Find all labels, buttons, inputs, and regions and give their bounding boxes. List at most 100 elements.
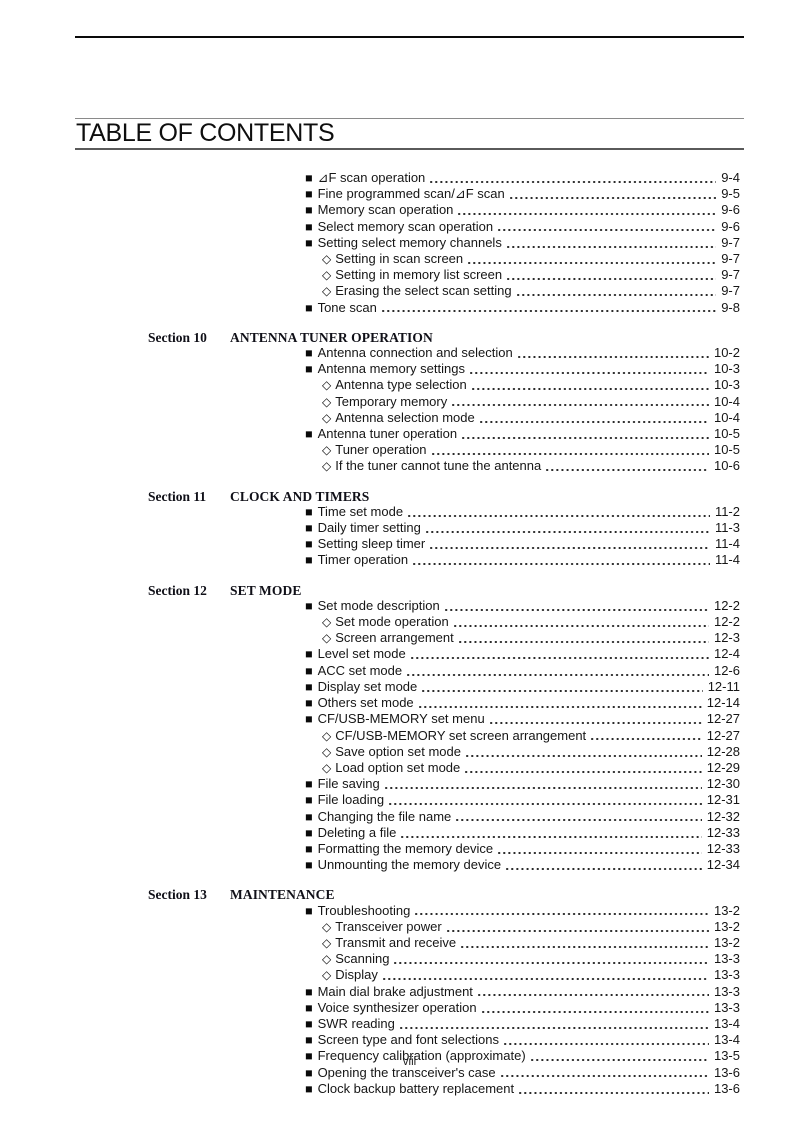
section-entries: ■ Troubleshooting 13-2 ◇ Transceiver power 13… <box>305 903 740 1097</box>
dot-leader <box>408 514 710 518</box>
toc-entry-label: Display <box>335 967 378 983</box>
toc-entry-label: Deleting a file <box>317 824 397 840</box>
toc-entry[interactable]: ■ SWR reading 13-4 <box>305 1016 740 1032</box>
square-bullet-icon: ■ <box>305 663 313 678</box>
square-bullet-icon: ■ <box>305 1033 313 1048</box>
toc-entry[interactable]: ■ Fine programmed scan/⊿F scan 9-5 <box>305 186 740 202</box>
toc-entry[interactable]: ■ Unmounting the memory device 12-34 <box>305 857 740 873</box>
toc-entry[interactable]: ◇ Scanning 13-3 <box>305 951 740 967</box>
toc-entry[interactable]: ■ ACC set mode 12-6 <box>305 663 740 679</box>
toc-entry[interactable]: ◇ Transmit and receive 13-2 <box>305 935 740 951</box>
toc-entry[interactable]: ■ Setting select memory channels 9-7 <box>305 235 740 251</box>
toc-entry-label: Tuner operation <box>335 442 427 458</box>
toc-entry[interactable]: ◇ Erasing the select scan setting 9-7 <box>305 283 740 299</box>
toc-entry[interactable]: ■ Antenna memory settings 10-3 <box>305 361 740 377</box>
toc-entry[interactable]: ■ Opening the transceiver's case 13-6 <box>305 1065 740 1081</box>
toc-entry[interactable]: ■ Frequency calibration (approximate) 13-5 <box>305 1048 740 1064</box>
dot-leader <box>444 608 709 612</box>
toc-entry[interactable]: ■ Clock backup battery replacement 13-6 <box>305 1081 740 1097</box>
toc-entry[interactable]: ■ Antenna connection and selection 10-2 <box>305 345 740 361</box>
toc-entry[interactable]: ■ Main dial brake adjustment 13-3 <box>305 984 740 1000</box>
toc-entry-page-number: 12-32 <box>706 808 740 824</box>
toc-entry[interactable]: ◇ Screen arrangement 12-3 <box>305 630 740 646</box>
toc-entry[interactable]: ◇ CF/USB-MEMORY set screen arrangement 12-… <box>305 728 740 744</box>
toc-entry[interactable]: ◇ Setting in scan screen 9-7 <box>305 251 740 267</box>
toc-entry[interactable]: ■ Memory scan operation 9-6 <box>305 202 740 218</box>
diamond-bullet-icon: ◇ <box>322 378 332 393</box>
toc-entry-page-number: 10-6 <box>713 458 740 474</box>
diamond-bullet-icon: ◇ <box>322 410 332 425</box>
square-bullet-icon: ■ <box>305 984 313 999</box>
toc-entry-page-number: 13-6 <box>713 1080 740 1096</box>
square-bullet-icon: ■ <box>305 712 313 727</box>
toc-entry-page-number: 11-4 <box>714 536 740 552</box>
dot-leader <box>498 229 717 232</box>
toc-entry[interactable]: ■ Antenna tuner operation 10-5 <box>305 426 740 442</box>
diamond-bullet-icon: ◇ <box>322 268 332 283</box>
section-entries: ■ Set mode description 12-2 ◇ Set mode opera… <box>305 598 740 873</box>
toc-entry[interactable]: ◇ Transceiver power 13-2 <box>305 919 740 935</box>
toc-entry[interactable]: ■ Set mode description 12-2 <box>305 598 740 614</box>
toc-entry-page-number: 12-31 <box>706 792 740 808</box>
toc-entry[interactable]: ■ Level set mode 12-4 <box>305 646 740 662</box>
diamond-bullet-icon: ◇ <box>322 394 332 409</box>
toc-entry[interactable]: ■ Setting sleep timer 11-4 <box>305 536 740 552</box>
square-bullet-icon: ■ <box>305 1049 313 1064</box>
page-number-footer: viii <box>402 1056 417 1068</box>
dot-leader <box>498 851 702 855</box>
toc-entry[interactable]: ■ Troubleshooting 13-2 <box>305 903 740 919</box>
toc-entry-page-number: 12-27 <box>706 711 740 727</box>
toc-entry[interactable]: ■ Deleting a file 12-33 <box>305 825 740 841</box>
toc-entry-page-number: 9-7 <box>721 283 740 299</box>
toc-entry[interactable]: ■ Screen type and font selections 13-4 <box>305 1032 740 1048</box>
dot-leader <box>431 453 709 456</box>
toc-entry[interactable]: ■ Timer operation 11-4 <box>305 552 740 568</box>
toc-entry[interactable]: ■ CF/USB-MEMORY set menu 12-27 <box>305 711 740 727</box>
toc-entry[interactable]: ■ ⊿F scan operation 9-4 <box>305 170 740 186</box>
toc-entry[interactable]: ■ Select memory scan operation 9-6 <box>305 219 740 235</box>
toc-entry-label: Clock backup battery replacement <box>317 1080 515 1096</box>
toc-entry[interactable]: ◇ Save option set mode 12-28 <box>305 744 740 760</box>
diamond-bullet-icon: ◇ <box>322 968 332 983</box>
toc-entry[interactable]: ■ Tone scan 9-8 <box>305 300 740 316</box>
toc-entry[interactable]: ■ Display set mode 12-11 <box>305 679 740 695</box>
toc-entry[interactable]: ◇ Temporary memory 10-4 <box>305 394 740 410</box>
toc-entry[interactable]: ■ Voice synthesizer operation 13-3 <box>305 1000 740 1016</box>
toc-entry-label: Antenna connection and selection <box>317 345 513 361</box>
toc-entry[interactable]: ■ Daily timer setting 11-3 <box>305 520 740 536</box>
section-entries: ■ Antenna connection and selection 10-2 ■ An… <box>305 345 740 475</box>
toc-entry[interactable]: ■ File loading 12-31 <box>305 792 740 808</box>
toc-entry-label: ⊿F scan operation <box>317 170 426 185</box>
square-bullet-icon: ■ <box>305 1081 313 1096</box>
square-bullet-icon: ■ <box>305 346 313 361</box>
toc-entry-page-number: 12-29 <box>706 759 740 775</box>
toc-entry[interactable]: ◇ Load option set mode 12-29 <box>305 760 740 776</box>
toc-entry[interactable]: ■ Time set mode 11-2 <box>305 504 740 520</box>
toc-entry[interactable]: ◇ Display 13-3 <box>305 967 740 983</box>
toc-entry[interactable]: ◇ If the tuner cannot tune the antenna 10-… <box>305 458 740 474</box>
toc-entry-label: Erasing the select scan setting <box>335 283 512 299</box>
square-bullet-icon: ■ <box>305 858 313 873</box>
dot-leader <box>477 994 709 997</box>
toc-entry[interactable]: ■ Others set mode 12-14 <box>305 695 740 711</box>
toc-entry[interactable]: ◇ Antenna selection mode 10-4 <box>305 410 740 426</box>
dot-leader <box>425 530 710 534</box>
toc-entry[interactable]: ◇ Set mode operation 12-2 <box>305 614 740 630</box>
toc-section: Section 10 ANTENNA TUNER OPERATION ■ Antenn… <box>75 330 744 475</box>
toc-entry[interactable]: ◇ Antenna type selection 10-3 <box>305 377 740 393</box>
toc-entry[interactable]: ■ File saving 12-30 <box>305 776 740 792</box>
toc-entry-label: Formatting the memory device <box>317 840 494 856</box>
toc-entry[interactable]: ■ Changing the file name 12-32 <box>305 809 740 825</box>
toc-entry-page-number: 12-4 <box>713 646 740 662</box>
section-entries: ■ Time set mode 11-2 ■ Daily timer setting 11… <box>305 504 740 569</box>
square-bullet-icon: ■ <box>305 427 313 442</box>
toc-entry-label: Select memory scan operation <box>317 218 494 234</box>
toc-entry[interactable]: ◇ Setting in memory list screen 9-7 <box>305 267 740 283</box>
toc-entry-page-number: 12-6 <box>713 662 740 678</box>
toc-entry[interactable]: ◇ Tuner operation 10-5 <box>305 442 740 458</box>
square-bullet-icon: ■ <box>305 203 313 218</box>
toc-entry-label: File saving <box>317 776 380 792</box>
square-bullet-icon: ■ <box>305 235 313 250</box>
toc-entry[interactable]: ■ Formatting the memory device 12-33 <box>305 841 740 857</box>
